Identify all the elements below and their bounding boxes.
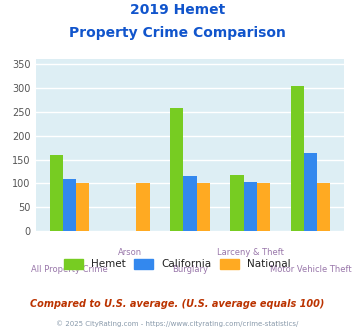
Text: 2019 Hemet: 2019 Hemet [130, 3, 225, 17]
Text: All Property Crime: All Property Crime [31, 265, 108, 274]
Text: Arson: Arson [118, 248, 142, 257]
Bar [304, 153, 317, 231]
Bar [136, 183, 149, 231]
Text: Compared to U.S. average. (U.S. average equals 100): Compared to U.S. average. (U.S. average … [30, 299, 325, 309]
Bar [76, 183, 89, 231]
Bar [230, 175, 244, 231]
Bar [183, 176, 197, 231]
Legend: Hemet, California, National: Hemet, California, National [60, 255, 295, 274]
Bar [290, 85, 304, 231]
Bar [197, 183, 210, 231]
Text: Property Crime Comparison: Property Crime Comparison [69, 26, 286, 40]
Text: Motor Vehicle Theft: Motor Vehicle Theft [269, 265, 351, 274]
Bar [244, 182, 257, 231]
Bar [170, 108, 183, 231]
Bar [63, 179, 76, 231]
Bar [50, 155, 63, 231]
Text: Burglary: Burglary [172, 265, 208, 274]
Text: © 2025 CityRating.com - https://www.cityrating.com/crime-statistics/: © 2025 CityRating.com - https://www.city… [56, 320, 299, 327]
Bar [317, 183, 330, 231]
Text: Larceny & Theft: Larceny & Theft [217, 248, 284, 257]
Bar [257, 183, 270, 231]
